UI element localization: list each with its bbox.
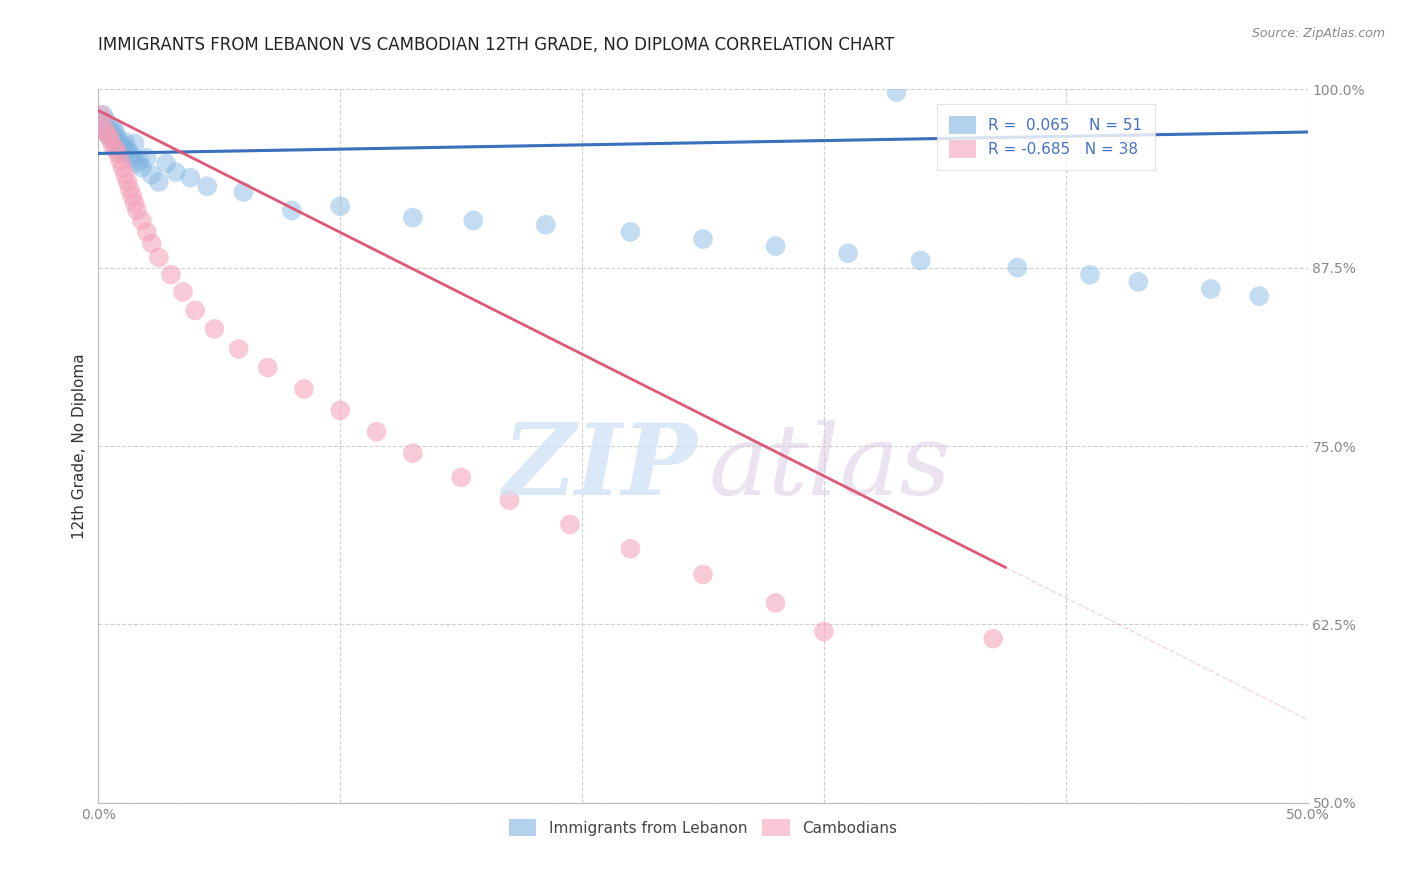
Point — [886, 85, 908, 99]
Point — [765, 239, 787, 253]
Point — [104, 142, 127, 156]
Point — [135, 151, 157, 165]
Point — [232, 185, 254, 199]
Point — [100, 123, 122, 137]
Point — [100, 132, 122, 146]
Point — [148, 251, 170, 265]
Point — [107, 137, 129, 152]
Point — [97, 122, 120, 136]
Point — [127, 156, 149, 170]
Point — [160, 268, 183, 282]
Point — [141, 168, 163, 182]
Point — [107, 146, 129, 161]
Point — [108, 142, 131, 156]
Point — [558, 517, 581, 532]
Point — [450, 470, 472, 484]
Point — [184, 303, 207, 318]
Legend: Immigrants from Lebanon, Cambodians: Immigrants from Lebanon, Cambodians — [496, 806, 910, 848]
Point — [104, 125, 127, 139]
Point — [94, 113, 117, 128]
Text: Source: ZipAtlas.com: Source: ZipAtlas.com — [1251, 27, 1385, 40]
Point — [135, 225, 157, 239]
Point — [101, 139, 124, 153]
Point — [131, 161, 153, 175]
Point — [131, 213, 153, 227]
Point — [91, 118, 114, 132]
Point — [256, 360, 278, 375]
Point — [692, 232, 714, 246]
Point — [366, 425, 388, 439]
Point — [117, 175, 139, 189]
Text: atlas: atlas — [709, 420, 952, 515]
Point — [292, 382, 315, 396]
Point — [127, 203, 149, 218]
Text: ZIP: ZIP — [502, 419, 697, 516]
Point — [121, 189, 143, 203]
Point — [402, 446, 425, 460]
Point — [118, 146, 141, 161]
Point — [128, 153, 150, 168]
Point — [114, 135, 136, 149]
Point — [619, 225, 641, 239]
Point — [765, 596, 787, 610]
Point — [117, 142, 139, 156]
Point — [204, 322, 226, 336]
Point — [1078, 268, 1101, 282]
Point — [148, 175, 170, 189]
Point — [124, 136, 146, 151]
Point — [837, 246, 859, 260]
Point — [1007, 260, 1029, 275]
Point — [228, 342, 250, 356]
Point — [172, 285, 194, 299]
Point — [101, 120, 124, 135]
Point — [498, 493, 520, 508]
Point — [97, 128, 120, 142]
Point — [101, 128, 124, 142]
Point — [121, 151, 143, 165]
Point — [94, 125, 117, 139]
Point — [463, 213, 485, 227]
Point — [111, 139, 134, 153]
Point — [111, 161, 134, 175]
Point — [910, 253, 932, 268]
Point — [165, 165, 187, 179]
Text: IMMIGRANTS FROM LEBANON VS CAMBODIAN 12TH GRADE, NO DIPLOMA CORRELATION CHART: IMMIGRANTS FROM LEBANON VS CAMBODIAN 12T… — [98, 36, 894, 54]
Point — [90, 118, 112, 132]
Point — [114, 144, 136, 158]
Point — [97, 128, 120, 142]
Point — [195, 179, 218, 194]
Point — [104, 134, 127, 148]
Point — [329, 403, 352, 417]
Point — [692, 567, 714, 582]
Point — [108, 136, 131, 151]
Point — [111, 146, 134, 161]
Point — [813, 624, 835, 639]
Point — [94, 125, 117, 139]
Point — [124, 196, 146, 211]
Point — [1199, 282, 1222, 296]
Point — [1249, 289, 1271, 303]
Point — [114, 168, 136, 182]
Point — [402, 211, 425, 225]
Point — [981, 632, 1004, 646]
Point — [141, 236, 163, 251]
Point — [1128, 275, 1150, 289]
Point — [90, 108, 112, 122]
Point — [118, 182, 141, 196]
Point — [179, 170, 201, 185]
Point — [107, 130, 129, 145]
Point — [91, 108, 114, 122]
Point — [108, 153, 131, 168]
Point — [329, 199, 352, 213]
Point — [281, 203, 304, 218]
Point — [100, 132, 122, 146]
Point — [534, 218, 557, 232]
Point — [155, 156, 177, 170]
Y-axis label: 12th Grade, No Diploma: 12th Grade, No Diploma — [72, 353, 87, 539]
Point — [619, 541, 641, 556]
